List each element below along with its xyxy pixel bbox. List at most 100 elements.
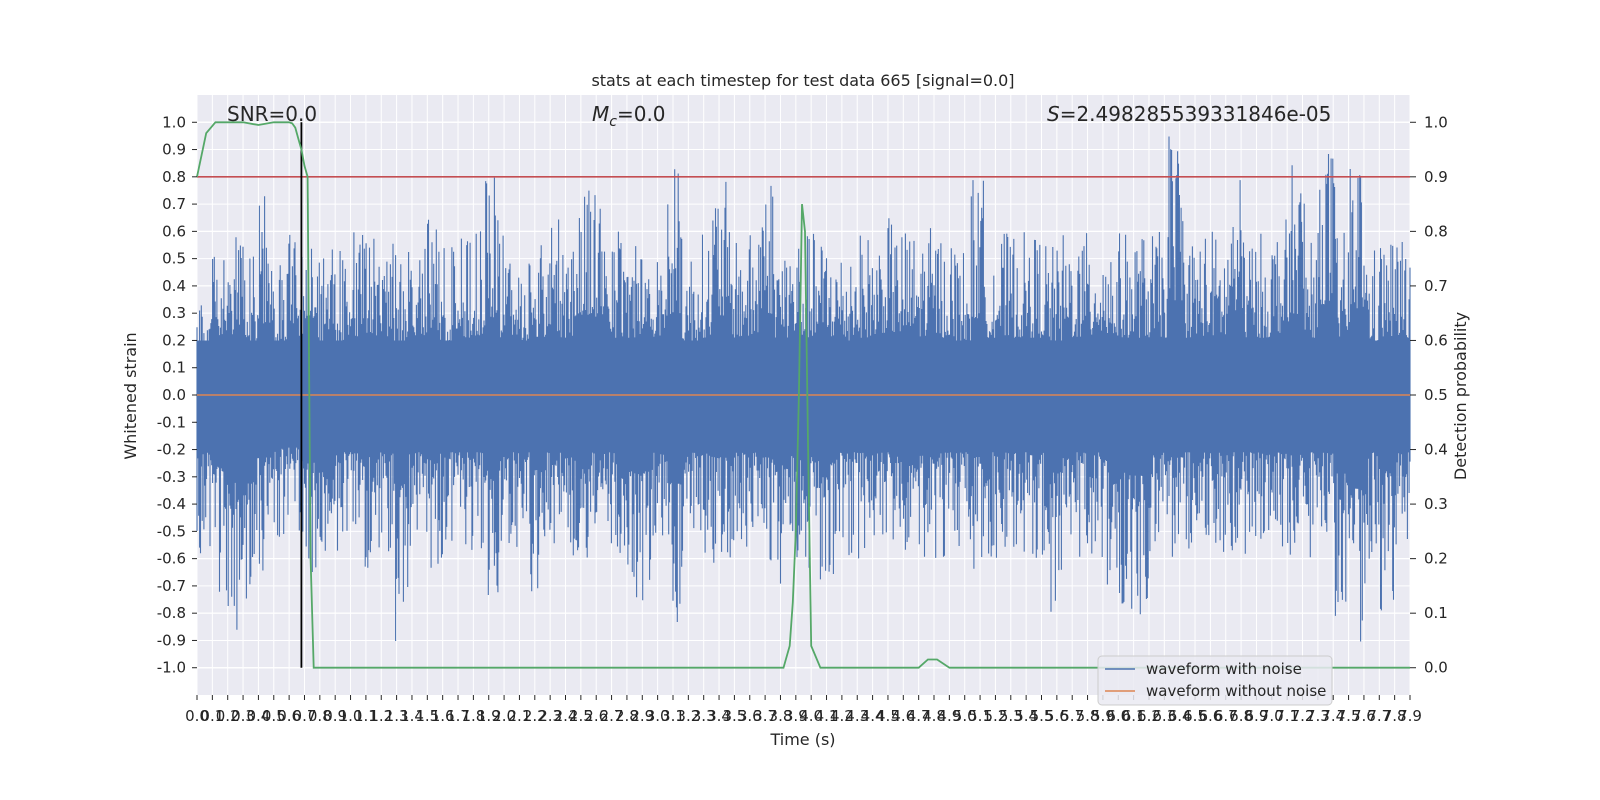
detection-probability-line bbox=[196, 121, 1410, 669]
x-tick-label: 4.3 bbox=[845, 707, 869, 725]
y-tick-label-left: -0.8 bbox=[157, 604, 186, 622]
s-annotation: S=2.498285539331846e-05 bbox=[1047, 102, 1331, 126]
x-tick-label: 2.4 bbox=[554, 707, 578, 725]
x-tick-label: 4.0 bbox=[799, 707, 823, 725]
mc-annotation: Mc=0.0 bbox=[592, 102, 666, 130]
y-tick-label-right: 0.6 bbox=[1424, 331, 1448, 349]
x-tick-label: 5.0 bbox=[953, 707, 977, 725]
x-tick-label: 6.7 bbox=[1214, 707, 1238, 725]
x-tick-label: 1.1 bbox=[354, 707, 378, 725]
y-tick-label-left: 0.5 bbox=[162, 250, 186, 268]
x-tick-label: 0.6 bbox=[277, 707, 301, 725]
s-value: =2.498285539331846e-05 bbox=[1060, 102, 1332, 126]
x-tick-label: 7.6 bbox=[1352, 707, 1376, 725]
x-tick-label: 5.1 bbox=[968, 707, 992, 725]
y-tick-label-left: 0.0 bbox=[162, 386, 186, 404]
x-tick-label: 1.2 bbox=[369, 707, 393, 725]
x-tick-label: 0.7 bbox=[293, 707, 317, 725]
y-tick-label-left: 0.7 bbox=[162, 195, 186, 213]
x-tick-label: 7.3 bbox=[1306, 707, 1330, 725]
x-tick-label: 3.6 bbox=[738, 707, 762, 725]
x-tick-label: 5.6 bbox=[1045, 707, 1069, 725]
x-tick-label: 6.6 bbox=[1198, 707, 1222, 725]
x-tick-label: 0.3 bbox=[231, 707, 255, 725]
x-tick-label: 4.4 bbox=[861, 707, 885, 725]
x-tick-label: 0.1 bbox=[200, 707, 224, 725]
y-tick-label-right: 0.1 bbox=[1424, 604, 1448, 622]
x-tick-label: 5.2 bbox=[984, 707, 1008, 725]
x-tick-label: 2.7 bbox=[600, 707, 624, 725]
y-tick-label-left: 0.8 bbox=[162, 168, 186, 186]
x-tick-label: 7.0 bbox=[1260, 707, 1284, 725]
y-tick-label-left: 0.9 bbox=[162, 141, 186, 159]
y-tick-label-left: -0.7 bbox=[157, 577, 186, 595]
y-tick-label-left: 1.0 bbox=[162, 113, 186, 131]
x-tick-label: 0.0 bbox=[185, 707, 209, 725]
y-tick-label-left: -0.5 bbox=[157, 522, 186, 540]
x-tick-label: 4.8 bbox=[922, 707, 946, 725]
y-tick-label-right: 0.3 bbox=[1424, 495, 1448, 513]
right-y-axis-ticks: 1.0 0.9 0.8 0.7 0.6 0.5 0.4 0.3 0.2 0.1 0.0 bbox=[1410, 113, 1448, 677]
y-tick-label-left: -0.3 bbox=[157, 468, 186, 486]
legend: waveform with noise waveform without noi… bbox=[1097, 655, 1333, 706]
noise-waveform-series bbox=[196, 136, 1411, 642]
x-tick-label: 0.5 bbox=[262, 707, 286, 725]
x-tick-label: 1.9 bbox=[477, 707, 501, 725]
mc-subscript: c bbox=[609, 114, 617, 130]
y-axis-label-right: Detection probability bbox=[1451, 312, 1470, 480]
y-axis-label-left: Whitened strain bbox=[121, 332, 140, 459]
x-tick-label: 7.8 bbox=[1383, 707, 1407, 725]
x-tick-label: 4.5 bbox=[876, 707, 900, 725]
x-tick-label: 5.9 bbox=[1091, 707, 1115, 725]
x-tick-label: 7.5 bbox=[1337, 707, 1361, 725]
y-tick-label-left: -1.0 bbox=[157, 659, 186, 677]
mc-symbol: M bbox=[592, 102, 609, 126]
x-tick-label: 6.1 bbox=[1122, 707, 1146, 725]
y-tick-label-right: 0.9 bbox=[1424, 168, 1448, 186]
x-tick-label: 0.4 bbox=[246, 707, 270, 725]
x-tick-label: 4.7 bbox=[907, 707, 931, 725]
y-tick-label-left: 0.3 bbox=[162, 304, 186, 322]
x-tick-label: 2.0 bbox=[492, 707, 516, 725]
y-tick-label-right: 0.5 bbox=[1424, 386, 1448, 404]
x-tick-label: 4.2 bbox=[830, 707, 854, 725]
detection-probability-series bbox=[196, 121, 1410, 669]
snr-annotation: SNR=0.0 bbox=[227, 102, 317, 126]
x-tick-label: 1.4 bbox=[400, 707, 424, 725]
chart-title: stats at each timestep for test data 665… bbox=[591, 71, 1014, 90]
x-tick-label: 6.0 bbox=[1106, 707, 1130, 725]
legend-label-noise: waveform with noise bbox=[1146, 660, 1302, 678]
y-tick-label-right: 0.7 bbox=[1424, 277, 1448, 295]
x-tick-label: 3.2 bbox=[676, 707, 700, 725]
x-tick-label: 3.9 bbox=[784, 707, 808, 725]
y-tick-label-left: 0.1 bbox=[162, 359, 186, 377]
x-tick-label: 5.5 bbox=[1030, 707, 1054, 725]
x-tick-label: 3.5 bbox=[722, 707, 746, 725]
x-tick-label: 1.0 bbox=[339, 707, 363, 725]
x-tick-label: 6.5 bbox=[1183, 707, 1207, 725]
y-tick-label-right: 0.8 bbox=[1424, 222, 1448, 240]
legend-label-clean: waveform without noise bbox=[1146, 682, 1326, 700]
x-tick-label: 6.4 bbox=[1168, 707, 1192, 725]
y-tick-label-left: -0.6 bbox=[157, 550, 186, 568]
legend-box bbox=[1097, 655, 1333, 706]
x-tick-label: 1.3 bbox=[385, 707, 409, 725]
x-tick-label: 4.9 bbox=[937, 707, 961, 725]
x-tick-label: 5.4 bbox=[1014, 707, 1038, 725]
x-tick-label: 5.8 bbox=[1076, 707, 1100, 725]
x-tick-label: 6.8 bbox=[1229, 707, 1253, 725]
y-tick-label-left: 0.4 bbox=[162, 277, 186, 295]
x-tick-label: 6.9 bbox=[1245, 707, 1269, 725]
x-tick-label: 3.8 bbox=[769, 707, 793, 725]
x-tick-label: 6.3 bbox=[1152, 707, 1176, 725]
x-tick-label: 0.8 bbox=[308, 707, 332, 725]
x-tick-label: 1.5 bbox=[415, 707, 439, 725]
x-tick-label: 3.4 bbox=[707, 707, 731, 725]
x-tick-label: 0.9 bbox=[323, 707, 347, 725]
y-tick-label-left: -0.4 bbox=[157, 495, 186, 513]
x-tick-label: 7.1 bbox=[1275, 707, 1299, 725]
y-tick-label-left: 0.2 bbox=[162, 331, 186, 349]
x-tick-label: 4.1 bbox=[815, 707, 839, 725]
noise-waveform-line bbox=[196, 136, 1411, 642]
